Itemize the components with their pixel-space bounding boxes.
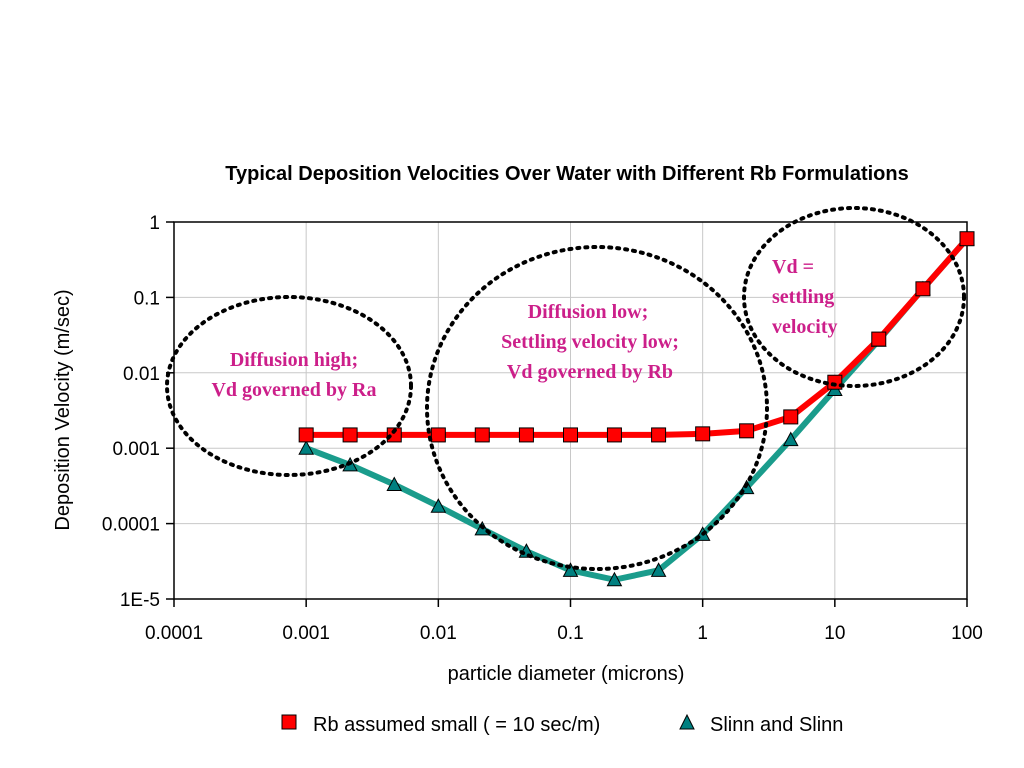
annotation-ellipse-right bbox=[742, 206, 966, 388]
data-point-slinn bbox=[562, 562, 579, 577]
data-point-rb bbox=[695, 426, 711, 442]
y-tick-label: 0.01 bbox=[123, 364, 160, 385]
data-point-rb bbox=[871, 331, 887, 347]
annotation-left-line-2: Vd governed by Ra bbox=[211, 379, 376, 401]
x-tick-label: 0.01 bbox=[420, 623, 457, 644]
grid-lines bbox=[174, 222, 967, 599]
y-tick-label: 0.0001 bbox=[102, 515, 160, 536]
annotation-middle-line-2: Settling velocity low; bbox=[501, 331, 679, 353]
data-point-rb bbox=[342, 427, 358, 443]
data-point-rb bbox=[739, 423, 755, 439]
legend-label-rb: Rb assumed small ( = 10 sec/m) bbox=[313, 714, 600, 736]
annotation-right-line-1: Vd = bbox=[772, 256, 814, 278]
x-tick-label: 0.001 bbox=[282, 623, 330, 644]
data-point-slinn bbox=[298, 440, 315, 455]
y-axis-label: Deposition Velocity (m/sec) bbox=[52, 289, 74, 530]
series-line-rb-assumed-small bbox=[306, 236, 970, 438]
x-tick-label: 0.1 bbox=[557, 623, 583, 644]
data-point-slinn bbox=[650, 562, 667, 577]
annotations: Diffusion high; Vd governed by Ra Diffus… bbox=[165, 206, 966, 571]
x-tick-label: 0.0001 bbox=[145, 623, 203, 644]
data-point-rb bbox=[783, 409, 799, 425]
y-axis-ticks: 1E-5 0.0001 0.001 0.01 0.1 1 bbox=[102, 213, 174, 611]
data-point-rb bbox=[430, 427, 446, 443]
data-point-rb bbox=[386, 427, 402, 443]
x-axis-ticks: 0.0001 0.001 0.01 0.1 1 10 100 bbox=[145, 599, 983, 644]
data-point-slinn bbox=[606, 571, 623, 587]
x-tick-label: 10 bbox=[824, 623, 845, 644]
data-point-slinn bbox=[386, 476, 403, 492]
data-point-slinn bbox=[430, 498, 447, 513]
series-line-slinn-and-slinn bbox=[305, 236, 970, 583]
legend-label-slinn: Slinn and Slinn bbox=[710, 714, 843, 736]
data-point-rb bbox=[298, 427, 314, 443]
y-tick-label: 0.001 bbox=[112, 439, 160, 460]
annotation-ellipse-middle bbox=[425, 245, 769, 571]
data-point-rb bbox=[474, 427, 490, 443]
legend-marker-red-square bbox=[281, 714, 297, 730]
legend: Rb assumed small ( = 10 sec/m) Slinn and… bbox=[281, 713, 843, 736]
data-point-rb bbox=[959, 231, 975, 247]
y-tick-label: 0.1 bbox=[134, 288, 160, 309]
data-point-rb bbox=[651, 427, 667, 443]
x-tick-label: 100 bbox=[951, 623, 983, 644]
data-point-rb bbox=[563, 427, 578, 443]
annotation-left-line-1: Diffusion high; bbox=[230, 349, 358, 371]
annotation-middle-line-3: Vd governed by Rb bbox=[507, 361, 673, 383]
data-point-rb bbox=[915, 281, 931, 297]
chart-title: Typical Deposition Velocities Over Water… bbox=[225, 163, 908, 185]
annotation-right-line-2: settling bbox=[772, 286, 834, 308]
x-axis-label: particle diameter (microns) bbox=[448, 663, 685, 685]
y-tick-label: 1 bbox=[149, 213, 160, 234]
annotation-ellipse-left bbox=[165, 295, 413, 477]
legend-marker-teal-triangle bbox=[679, 713, 695, 730]
data-point-rb bbox=[606, 427, 622, 443]
series-group bbox=[298, 230, 975, 587]
annotation-right-line-3: velocity bbox=[772, 316, 838, 338]
data-point-rb bbox=[518, 427, 534, 443]
data-point-rb bbox=[827, 374, 843, 390]
data-point-slinn bbox=[782, 431, 799, 447]
annotation-middle-line-1: Diffusion low; bbox=[528, 301, 649, 323]
x-tick-label: 1 bbox=[697, 623, 708, 644]
y-tick-label: 1E-5 bbox=[120, 590, 160, 611]
